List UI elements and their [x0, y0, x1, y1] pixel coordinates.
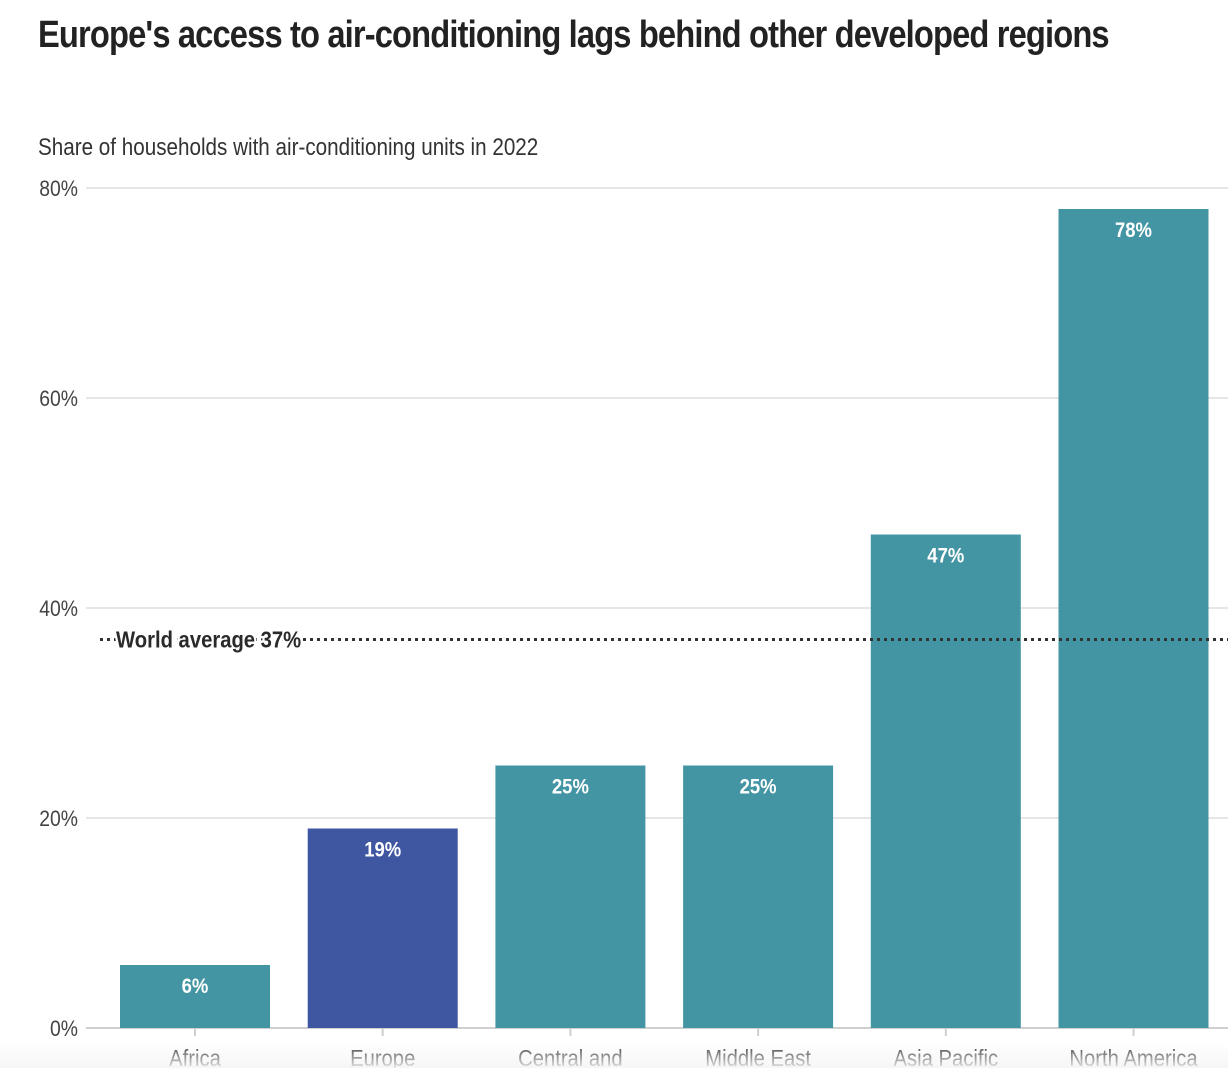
bar: [683, 765, 834, 1028]
bar: [120, 965, 270, 1028]
bar: [870, 534, 1021, 1028]
chart-subtitle: Share of households with air-conditionin…: [38, 134, 539, 161]
y-tick-label: 20%: [39, 807, 78, 831]
bar-value-label: 6%: [182, 975, 209, 998]
bar-value-label: 47%: [927, 544, 964, 567]
y-tick-label: 60%: [39, 387, 78, 411]
bar-value-label: 78%: [1115, 219, 1152, 242]
y-tick-label: 0%: [50, 1017, 78, 1041]
world-average-label: World average 37%: [116, 626, 301, 653]
bar: [495, 765, 646, 1028]
y-tick-label: 80%: [39, 177, 78, 201]
x-tick-label: Europe: [350, 1045, 415, 1068]
y-tick-label: 40%: [39, 597, 78, 621]
bar-value-label: 25%: [740, 775, 777, 798]
x-tick-label: Middle East: [705, 1045, 811, 1068]
chart-title: Europe's access to air-conditioning lags…: [38, 14, 1110, 56]
x-tick-label: Asia Pacific: [894, 1045, 999, 1068]
x-tick-label: Africa: [169, 1045, 222, 1068]
bar-value-label: 25%: [552, 775, 589, 798]
bar-value-label: 19%: [364, 838, 401, 861]
bar: [307, 828, 458, 1028]
x-tick-label: North America: [1069, 1045, 1198, 1068]
x-tick-label: Central and: [518, 1045, 623, 1068]
bar: [1058, 209, 1209, 1028]
